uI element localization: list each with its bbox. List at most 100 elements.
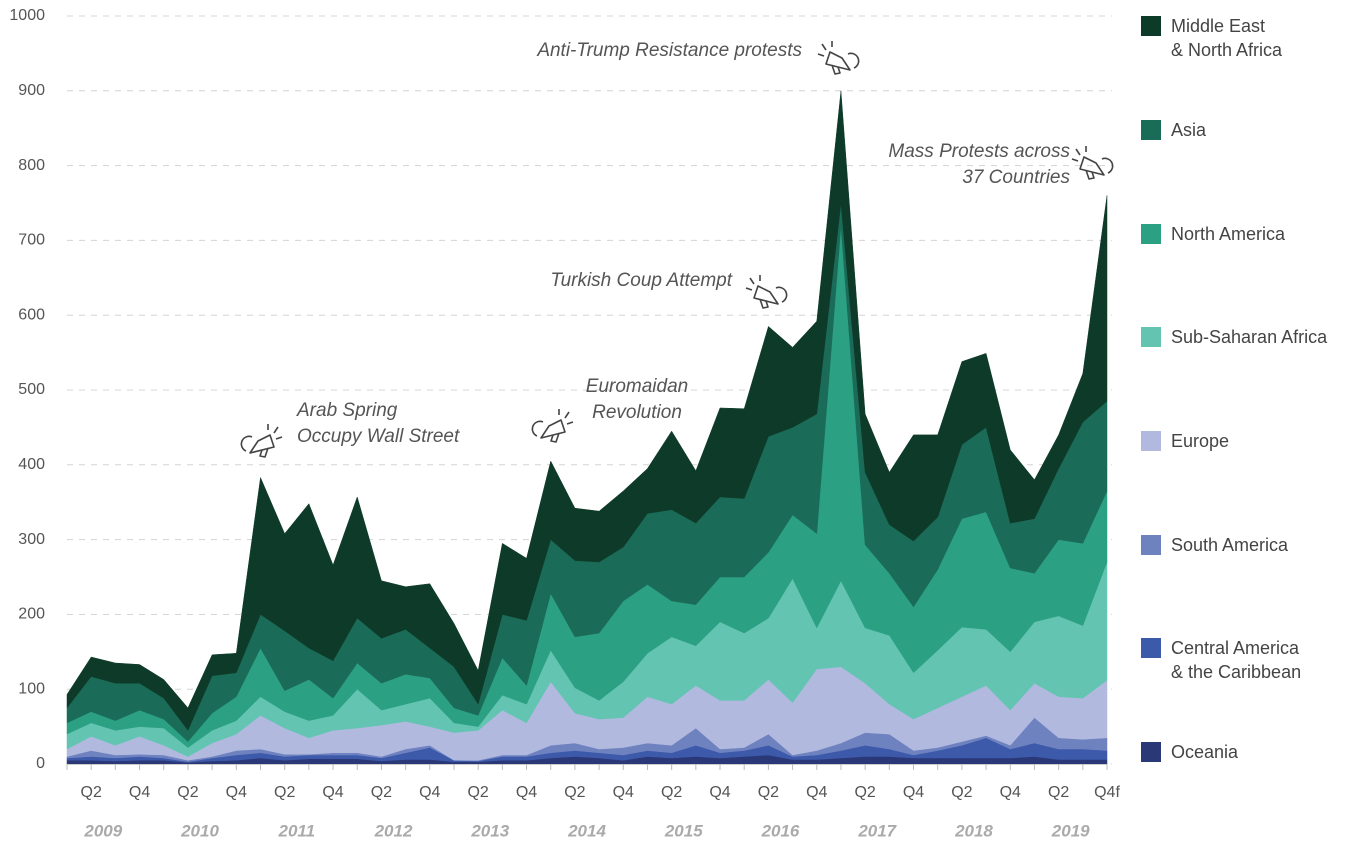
legend-label: Asia — [1171, 120, 1207, 140]
megaphone-rays — [745, 275, 761, 291]
legend-swatch — [1141, 16, 1161, 36]
legend-swatch — [1141, 742, 1161, 762]
y-tick-label: 700 — [18, 232, 45, 249]
legend-swatch — [1141, 120, 1161, 140]
year-label: 2018 — [954, 821, 993, 840]
x-tick-label: Q4 — [1000, 784, 1021, 801]
x-tick-label: Q4 — [516, 784, 537, 801]
x-tick-label: Q2 — [177, 784, 198, 801]
megaphone-handle — [550, 432, 560, 443]
megaphone-handle — [759, 298, 769, 309]
megaphone-bell — [1101, 157, 1114, 174]
year-label: 2011 — [277, 821, 315, 840]
megaphone-rays — [267, 424, 283, 440]
legend-swatch — [1141, 638, 1161, 658]
x-tick-label: Q4 — [419, 784, 440, 801]
x-tick-label: Q2 — [467, 784, 488, 801]
legend-item: Sub-Saharan Africa — [1141, 325, 1327, 349]
area — [66, 90, 1108, 731]
annotation: Anti-Trump Resistance protests — [536, 40, 802, 61]
megaphone-handle — [259, 447, 269, 458]
legend-item: Middle East & North Africa — [1141, 14, 1282, 62]
legend-label: Sub-Saharan Africa — [1171, 327, 1328, 347]
x-tick-label: Q2 — [371, 784, 392, 801]
megaphone-bell — [775, 286, 788, 303]
megaphone-icon — [531, 409, 574, 443]
megaphone-bell — [240, 435, 253, 452]
megaphone-body — [1079, 156, 1105, 176]
legend-label: Oceania — [1171, 742, 1239, 762]
megaphone-icon — [745, 275, 788, 309]
y-tick-label: 0 — [36, 755, 45, 772]
x-tick-label: Q4 — [226, 784, 247, 801]
y-tick-label: 100 — [18, 680, 45, 697]
x-tick-label: Q4 — [806, 784, 827, 801]
megaphone-rays — [558, 409, 574, 425]
y-tick-label: 300 — [18, 531, 45, 548]
annotation: Turkish Coup Attempt — [550, 270, 732, 291]
megaphone-body — [753, 285, 779, 305]
year-label: 2014 — [567, 821, 606, 840]
x-tick-label: Q4 — [613, 784, 634, 801]
x-tick-label: Q2 — [661, 784, 682, 801]
megaphone-handle — [831, 64, 841, 75]
legend-swatch — [1141, 431, 1161, 451]
y-tick-label: 600 — [18, 306, 45, 323]
x-tick-label: Q2 — [274, 784, 295, 801]
megaphone-body — [249, 434, 275, 454]
legend-item: Asia — [1141, 118, 1206, 142]
legend-swatch — [1141, 535, 1161, 555]
x-tick-label: Q2 — [854, 784, 875, 801]
megaphone-rays — [817, 41, 833, 57]
year-label: 2015 — [664, 821, 703, 840]
legend-label: Central America & the Caribbean — [1171, 638, 1302, 682]
megaphone-rays — [1071, 146, 1087, 162]
legend-swatch — [1141, 224, 1161, 244]
x-tick-label: Q2 — [951, 784, 972, 801]
legend-item: Central America & the Caribbean — [1141, 636, 1301, 684]
legend-label: Europe — [1171, 431, 1230, 451]
annotation: Mass Protests across — [888, 141, 1070, 162]
y-tick-label: 900 — [18, 82, 45, 99]
x-tick-label: Q2 — [564, 784, 585, 801]
megaphone-bell — [847, 52, 860, 69]
annotation: 37 Countries — [962, 167, 1070, 188]
legend-item: Oceania — [1141, 740, 1238, 764]
year-label: 2019 — [1051, 821, 1090, 840]
legend-item: South America — [1141, 533, 1288, 557]
legend-item: North America — [1141, 222, 1285, 246]
annotation: Revolution — [592, 402, 682, 423]
x-tick-label: Q2 — [1048, 784, 1069, 801]
annotation: Arab Spring — [296, 400, 398, 421]
year-label: 2010 — [180, 821, 219, 840]
year-label: 2009 — [83, 821, 122, 840]
y-tick-label: 1000 — [9, 7, 45, 24]
legend-label: South America — [1171, 535, 1289, 555]
megaphone-icon — [817, 41, 860, 75]
y-tick-label: 200 — [18, 606, 45, 623]
y-tick-label: 500 — [18, 381, 45, 398]
megaphone-handle — [1085, 169, 1095, 180]
annotation: Occupy Wall Street — [297, 426, 460, 447]
legend-label: North America — [1171, 224, 1286, 244]
x-tick-label: Q4 — [129, 784, 150, 801]
x-tick-label: Q4 — [709, 784, 730, 801]
x-tick-label: Q2 — [758, 784, 779, 801]
year-label: 2016 — [761, 821, 800, 840]
legend-label: Middle East & North Africa — [1171, 16, 1283, 60]
y-tick-label: 400 — [18, 456, 45, 473]
legend-item: Europe — [1141, 429, 1229, 453]
megaphone-icon — [1071, 146, 1114, 180]
year-label: 2012 — [374, 821, 413, 840]
x-tick-label: Q4 — [322, 784, 343, 801]
megaphone-bell — [531, 420, 544, 437]
legend-swatch — [1141, 327, 1161, 347]
year-label: 2017 — [857, 821, 897, 840]
megaphone-body — [825, 51, 851, 71]
annotation: Euromaidan — [586, 376, 688, 397]
x-tick-label: Q2 — [81, 784, 102, 801]
x-tick-label: Q4 — [903, 784, 924, 801]
megaphone-icon — [240, 424, 283, 458]
